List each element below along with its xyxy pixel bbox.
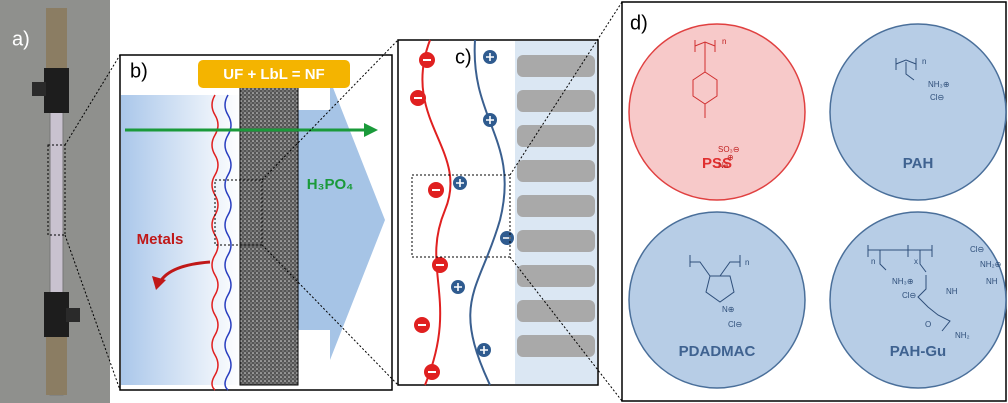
panel-label: c) xyxy=(455,46,472,68)
equation: UF + LbL = NF xyxy=(223,66,324,83)
structure-label: NH xyxy=(946,287,958,296)
structure-label: NH₃⊕ xyxy=(892,277,914,286)
structure-label: NH₃⊕ xyxy=(928,80,950,89)
pores xyxy=(517,55,595,357)
fitting xyxy=(32,82,46,96)
figure: a) UF + LbL = NF H₃PO₄ Metals b) c) d) P… xyxy=(0,0,1008,403)
structure-label: n xyxy=(745,258,749,267)
panel-a: a) xyxy=(0,0,110,403)
polymer-circle xyxy=(629,24,805,200)
panel-label: a) xyxy=(12,28,30,50)
structure-label: N⊕ xyxy=(722,305,734,314)
rejected-label: Metals xyxy=(137,231,184,248)
polymer-name: PAH xyxy=(903,155,934,172)
structure-label: n xyxy=(922,57,926,66)
structure-label: Cl⊖ xyxy=(930,93,944,102)
polymer-circle xyxy=(830,212,1006,388)
structure-label: Cl⊖ xyxy=(970,245,984,254)
panel-b: UF + LbL = NF H₃PO₄ Metals b) xyxy=(120,55,392,390)
polymer-name: PAH-Gu xyxy=(890,343,946,360)
panel-label: b) xyxy=(130,60,148,82)
structure-label: NH₂⊕ xyxy=(980,260,1001,269)
fitting xyxy=(46,337,67,395)
structure-label: O xyxy=(925,320,931,329)
panel-c: c) xyxy=(398,40,598,385)
structure-label: NH xyxy=(986,277,998,286)
structure-label: x xyxy=(914,257,918,266)
structure-label: n xyxy=(722,37,726,46)
structure-label: Na xyxy=(718,161,729,170)
permeate-label: H₃PO₄ xyxy=(307,176,354,193)
structure-label: Cl⊖ xyxy=(728,320,742,329)
fitting xyxy=(46,8,67,68)
structure-label: n xyxy=(871,257,875,266)
fitting xyxy=(44,68,69,113)
panel-d: d) xyxy=(622,2,1006,401)
structure-label: NH₂ xyxy=(955,331,970,340)
membrane xyxy=(240,67,298,385)
polymer-circle xyxy=(830,24,1006,200)
polymer-name: PDADMAC xyxy=(679,343,756,360)
panel-label: d) xyxy=(630,12,648,34)
structure-label: Cl⊖ xyxy=(902,291,916,300)
fitting xyxy=(66,308,80,322)
fitting xyxy=(44,292,69,337)
